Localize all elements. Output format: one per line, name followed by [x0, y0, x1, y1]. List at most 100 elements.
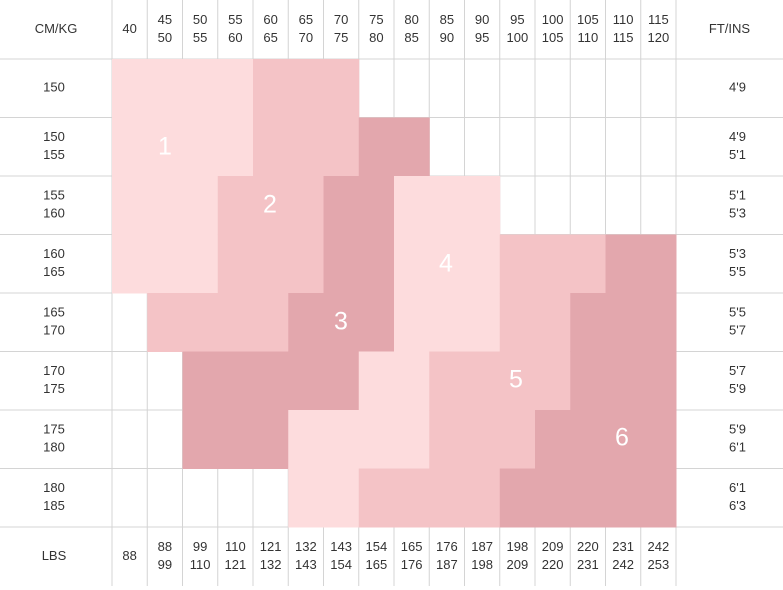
size-region	[570, 293, 677, 352]
ft-label: 5'5	[729, 264, 746, 279]
cm-label: 170	[43, 323, 65, 338]
cm-label: 165	[43, 264, 65, 279]
size-region	[358, 117, 430, 177]
size-region	[570, 351, 677, 411]
lbs-value: 165	[401, 539, 423, 554]
size-region	[253, 117, 360, 177]
kg-label: 85	[440, 12, 454, 27]
size-number: 1	[158, 133, 172, 161]
cm-label: 180	[43, 480, 65, 495]
lbs-value: 209	[507, 557, 529, 572]
lbs-value: 165	[366, 557, 388, 572]
ft-label: 5'7	[729, 363, 746, 378]
size-region	[358, 351, 430, 411]
size-region	[112, 234, 219, 294]
size-region	[358, 468, 501, 528]
kg-label: 95	[510, 12, 524, 27]
cm-label: 175	[43, 381, 65, 396]
cm-label: 155	[43, 188, 65, 203]
cm-label: 150	[43, 80, 65, 95]
ft-label: 5'7	[729, 323, 746, 338]
cm-label: 180	[43, 440, 65, 455]
size-region	[217, 234, 324, 294]
size-region	[112, 176, 219, 235]
lbs-value: 143	[295, 557, 317, 572]
lbs-value: 110	[225, 539, 246, 554]
kg-label: 110	[578, 30, 599, 45]
size-region	[394, 176, 501, 235]
lbs-value: 99	[158, 557, 172, 572]
kg-label: 105	[542, 30, 564, 45]
ft-label: 6'3	[729, 498, 746, 513]
ft-label: 5'3	[729, 246, 746, 261]
kg-label: 75	[334, 30, 348, 45]
lbs-value: 253	[648, 557, 670, 572]
lbs-value: 121	[225, 557, 247, 572]
kg-label: 70	[299, 30, 313, 45]
size-number: 6	[615, 424, 629, 452]
kg-label: 90	[475, 12, 489, 27]
lbs-value: 242	[612, 557, 634, 572]
kg-label: 120	[648, 30, 670, 45]
size-region	[499, 468, 677, 528]
right-header: FT/INS	[709, 21, 750, 36]
kg-label: 115	[648, 12, 669, 27]
lbs-value: 209	[542, 539, 564, 554]
kg-label: 100	[542, 12, 564, 27]
kg-label: 45	[158, 12, 172, 27]
kg-label: 90	[440, 30, 454, 45]
size-region	[394, 293, 501, 352]
kg-label: 80	[369, 30, 383, 45]
lbs-value: 220	[577, 539, 599, 554]
size-number: 5	[509, 366, 523, 394]
lbs-value: 198	[471, 557, 493, 572]
cm-label: 160	[43, 246, 65, 261]
kg-label: 55	[228, 12, 242, 27]
ft-label: 5'9	[729, 422, 746, 437]
ft-label: 6'1	[729, 440, 746, 455]
kg-label: 75	[369, 12, 383, 27]
ft-label: 5'9	[729, 381, 746, 396]
cm-label: 175	[43, 422, 65, 437]
cm-label: 155	[43, 147, 65, 162]
size-number: 4	[439, 250, 453, 278]
size-region	[605, 234, 677, 294]
size-region	[217, 176, 324, 235]
lbs-value: 176	[436, 539, 458, 554]
size-region	[182, 351, 360, 411]
size-region	[499, 234, 606, 294]
kg-label: 105	[577, 12, 599, 27]
kg-label: 70	[334, 12, 348, 27]
ft-label: 4'9	[729, 129, 746, 144]
lbs-value: 231	[612, 539, 634, 554]
lbs-value: 88	[122, 548, 136, 563]
lbs-label: LBS	[42, 548, 67, 563]
cm-label: 150	[43, 129, 65, 144]
kg-label: 95	[475, 30, 489, 45]
kg-label: 115	[613, 30, 634, 45]
size-region	[147, 293, 289, 352]
lbs-value: 99	[193, 539, 207, 554]
kg-label: 65	[263, 30, 277, 45]
size-region	[429, 351, 571, 411]
lbs-value: 198	[507, 539, 529, 554]
kg-label: 50	[158, 30, 172, 45]
size-region	[288, 468, 360, 528]
lbs-value: 154	[366, 539, 388, 554]
lbs-value: 110	[190, 557, 211, 572]
kg-label: 65	[299, 12, 313, 27]
lbs-value: 242	[648, 539, 670, 554]
size-region	[112, 117, 254, 177]
size-region	[323, 234, 395, 294]
lbs-value: 187	[436, 557, 458, 572]
ft-label: 5'1	[729, 188, 746, 203]
lbs-value: 154	[330, 557, 352, 572]
size-region	[499, 293, 571, 352]
ft-label: 4'9	[729, 80, 746, 95]
size-region	[253, 59, 360, 118]
kg-label: 60	[228, 30, 242, 45]
kg-label: 40	[122, 21, 136, 36]
kg-label: 80	[404, 12, 418, 27]
cm-label: 160	[43, 206, 65, 221]
